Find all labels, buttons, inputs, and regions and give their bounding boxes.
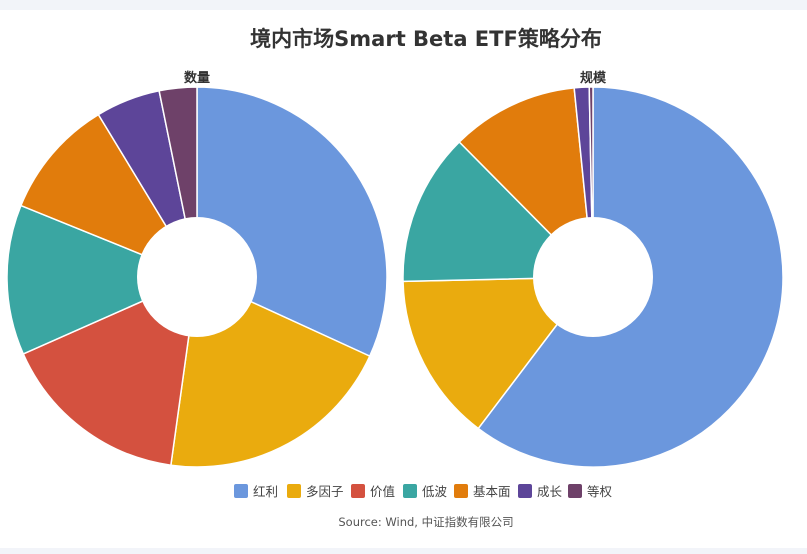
legend-item-jibenmian[interactable]: 基本面 bbox=[454, 484, 511, 499]
donut-count bbox=[6, 86, 388, 468]
legend: 红利 多因子 价值 低波 基本面 成长 bbox=[234, 484, 613, 499]
pie-title-count: 数量 bbox=[184, 70, 210, 86]
legend-item-dibo[interactable]: 低波 bbox=[403, 484, 448, 499]
legend-swatch bbox=[287, 484, 301, 498]
legend-item-jiazhi[interactable]: 价值 bbox=[351, 484, 395, 499]
source-note: Source: Wind, 中证指数有限公司 bbox=[338, 515, 513, 529]
legend-label: 成长 bbox=[537, 484, 563, 499]
legend-swatch bbox=[351, 484, 365, 498]
legend-label: 价值 bbox=[370, 484, 395, 499]
legend-label: 红利 bbox=[253, 484, 278, 499]
legend-item-chengzhang[interactable]: 成长 bbox=[518, 484, 563, 499]
slice-scale-1[interactable] bbox=[402, 276, 594, 430]
slice-count-2[interactable] bbox=[22, 276, 198, 466]
legend-swatch bbox=[454, 484, 468, 498]
donut-hole bbox=[533, 217, 653, 337]
legend-label: 多因子 bbox=[306, 484, 344, 499]
donut-hole bbox=[137, 217, 257, 337]
chart-title: 境内市场Smart Beta ETF策略分布 bbox=[250, 27, 602, 51]
legend-label: 等权 bbox=[587, 484, 613, 499]
legend-item-dengquan[interactable]: 等权 bbox=[568, 484, 613, 499]
pie-title-scale: 规模 bbox=[580, 70, 607, 86]
donut-scale bbox=[402, 86, 784, 468]
legend-swatch bbox=[403, 484, 417, 498]
legend-swatch bbox=[568, 484, 582, 498]
legend-label: 低波 bbox=[422, 484, 448, 499]
legend-item-hongli[interactable]: 红利 bbox=[234, 484, 278, 499]
legend-swatch bbox=[518, 484, 532, 498]
slice-count-3[interactable] bbox=[6, 204, 198, 355]
legend-label: 基本面 bbox=[473, 484, 511, 499]
legend-swatch bbox=[234, 484, 248, 498]
legend-item-duoyinzi[interactable]: 多因子 bbox=[287, 484, 344, 499]
